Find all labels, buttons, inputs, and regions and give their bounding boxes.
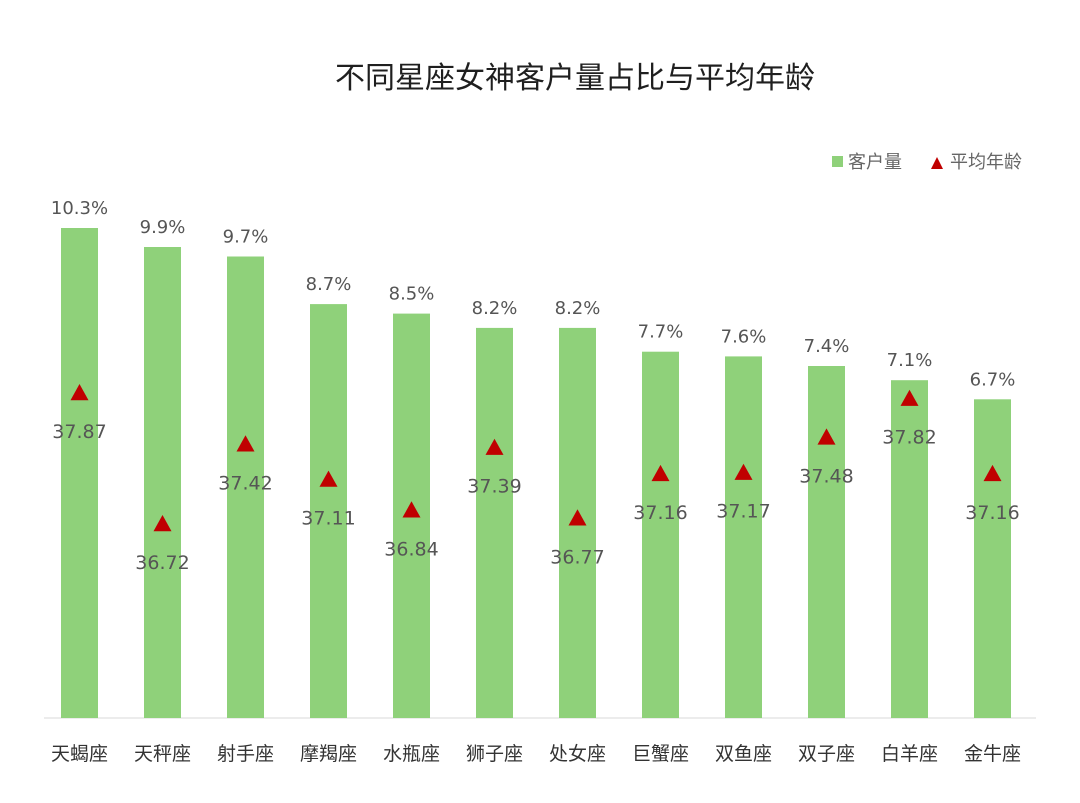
age-marker-狮子座 [485, 438, 504, 455]
age-value-label: 36.77 [550, 546, 604, 568]
age-value-label: 37.82 [882, 427, 936, 449]
age-value-label: 37.17 [716, 501, 770, 523]
age-value-label: 36.84 [384, 538, 438, 560]
age-value-label: 37.42 [218, 472, 272, 494]
legend: 客户量 平均年龄 [832, 152, 1022, 173]
bar-value-label: 10.3% [51, 198, 108, 219]
age-value-label: 36.72 [135, 552, 189, 574]
age-marker-天蝎座 [70, 384, 89, 401]
category-label: 处女座 [549, 743, 606, 765]
bar-value-label: 8.2% [472, 298, 518, 319]
bar-value-label: 8.7% [306, 274, 352, 295]
category-label: 摩羯座 [300, 743, 357, 765]
bar-value-label: 8.5% [389, 284, 435, 305]
age-value-label: 37.48 [799, 465, 853, 487]
bar-value-label: 9.7% [223, 227, 269, 248]
category-label: 水瓶座 [383, 743, 440, 765]
bar-value-label: 7.4% [804, 336, 850, 357]
legend-marker-label: 平均年龄 [950, 152, 1022, 173]
bar-金牛座 [974, 399, 1011, 718]
category-label: 射手座 [217, 743, 274, 765]
age-value-label: 37.11 [301, 508, 355, 530]
age-markers [70, 384, 1002, 532]
bar-value-label: 7.6% [721, 326, 767, 347]
age-value-label: 37.16 [633, 502, 687, 524]
legend-bar-label: 客户量 [848, 152, 902, 173]
bar-双子座 [808, 366, 845, 718]
bar-射手座 [227, 256, 264, 718]
age-marker-处女座 [568, 509, 587, 526]
bar-value-label: 9.9% [140, 217, 186, 238]
age-marker-双鱼座 [734, 463, 753, 480]
bar-摩羯座 [310, 304, 347, 718]
category-labels: 天蝎座 天秤座 射手座 摩羯座 水瓶座 狮子座 处女座 巨蟹座 双鱼座 双子座 白羊座 金牛座 [51, 743, 1021, 765]
age-value-label: 37.16 [965, 502, 1019, 524]
bar-value-labels: 10.3% 9.9% 9.7% 8.7% 8.5% 8.2% 8.2% 7.7% 7.6% 7.4… [51, 198, 1015, 390]
age-value-labels: 37.87 36.72 37.42 37.11 36.84 37.39 36.77 37.16… [52, 421, 1019, 574]
category-label: 白羊座 [881, 743, 938, 765]
age-marker-白羊座 [900, 389, 919, 406]
bar-巨蟹座 [642, 351, 679, 718]
age-marker-射手座 [236, 435, 255, 452]
bar-双鱼座 [725, 356, 762, 718]
legend-bar-swatch [832, 156, 843, 167]
category-label: 金牛座 [964, 743, 1021, 765]
category-label: 巨蟹座 [632, 743, 689, 765]
category-label: 双子座 [798, 743, 855, 765]
age-marker-金牛座 [983, 464, 1002, 482]
category-label: 天秤座 [134, 743, 191, 765]
category-label: 狮子座 [466, 743, 523, 765]
age-marker-巨蟹座 [651, 464, 670, 482]
bar-value-label: 7.1% [887, 350, 933, 371]
bars [61, 228, 1011, 718]
category-label: 天蝎座 [51, 743, 108, 765]
age-marker-摩羯座 [319, 470, 338, 487]
age-value-label: 37.87 [52, 421, 106, 443]
legend-marker-swatch [931, 157, 943, 169]
chart-title: 不同星座女神客户量占比与平均年龄 [335, 61, 815, 96]
category-label: 双鱼座 [715, 743, 772, 765]
bar-天蝎座 [61, 228, 98, 718]
bar-狮子座 [476, 327, 513, 718]
bar-value-label: 6.7% [970, 369, 1016, 390]
bar-天秤座 [144, 247, 181, 718]
age-marker-天秤座 [153, 515, 172, 532]
age-marker-双子座 [817, 428, 836, 445]
bar-白羊座 [891, 380, 928, 718]
age-value-label: 37.39 [467, 476, 521, 498]
bar-value-label: 7.7% [638, 322, 684, 343]
bar-value-label: 8.2% [555, 298, 601, 319]
age-marker-水瓶座 [402, 501, 421, 518]
